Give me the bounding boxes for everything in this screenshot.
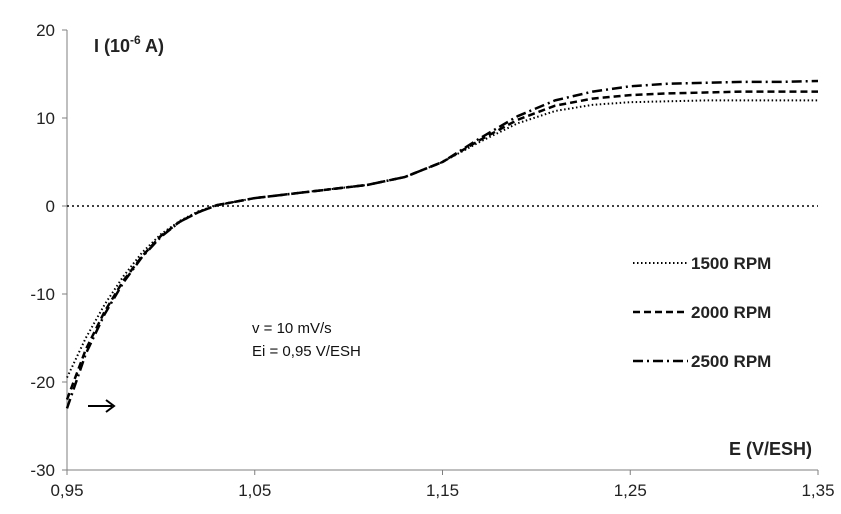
- y-tick-label: 20: [36, 21, 55, 40]
- legend-label: 1500 RPM: [691, 254, 771, 273]
- x-tick-label: 1,35: [801, 481, 834, 500]
- y-tick-label: -10: [30, 285, 55, 304]
- series-line-2500-rpm: [65, 79, 819, 409]
- annotation-scan-rate: v = 10 mV/s: [252, 320, 332, 337]
- x-tick-label: 1,15: [426, 481, 459, 500]
- ticks-group: -30 -20 -10 0 10 20 0,95 1,05 1,15 1,25 1,35: [30, 21, 834, 500]
- legend-label: 2500 RPM: [691, 352, 771, 371]
- x-tick-label: 0,95: [50, 481, 83, 500]
- series-group: [65, 79, 819, 409]
- y-axis-title-exponent: -6: [130, 33, 141, 47]
- annotation-initial-potential: Ei = 0,95 V/ESH: [252, 343, 361, 360]
- x-tick-label: 1,25: [614, 481, 647, 500]
- legend-label: 2000 RPM: [691, 303, 771, 322]
- y-axis-title-tail: A): [141, 36, 164, 56]
- series-line-1500-rpm: [66, 99, 818, 379]
- x-tick-label: 1,05: [238, 481, 271, 500]
- y-tick-label: 0: [46, 197, 55, 216]
- scan-direction-arrow: [88, 399, 116, 413]
- y-axis-title-main: I (10: [94, 36, 130, 56]
- y-tick-label: -20: [30, 373, 55, 392]
- x-axis-title: E (V/ESH): [729, 439, 812, 459]
- legend: 1500 RPM 2000 RPM 2500 RPM: [633, 254, 771, 371]
- axes: [66, 30, 818, 471]
- y-tick-label: -30: [30, 461, 55, 480]
- y-axis-title: I (10-6 A): [94, 33, 164, 56]
- y-tick-label: 10: [36, 109, 55, 128]
